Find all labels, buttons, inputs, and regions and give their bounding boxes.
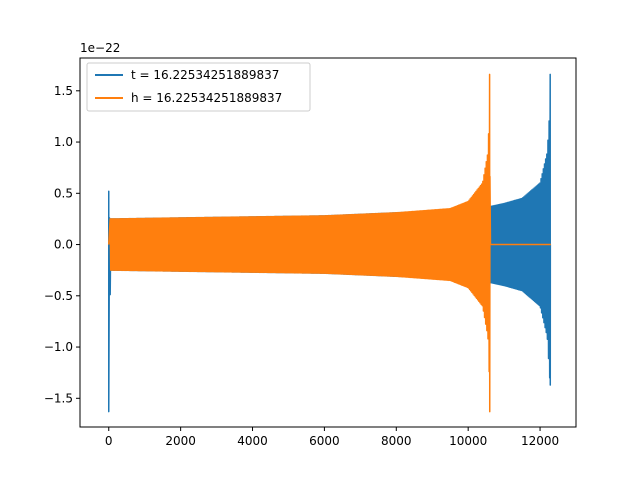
legend-box: [86, 62, 311, 112]
x-tick-label: 8000: [381, 434, 412, 448]
series-layer: [108, 73, 552, 413]
plot-area: [108, 73, 552, 413]
series-line-h: [108, 73, 551, 413]
y-tick-label: 1.0: [54, 135, 73, 149]
x-axis: 0 2000 4000 6000 8000 10000 12000: [105, 427, 559, 448]
x-tick-label: 10000: [449, 434, 487, 448]
x-tick-label: 6000: [309, 434, 340, 448]
y-tick-label: 0.5: [54, 186, 73, 200]
legend-label-t: t = 16.22534251889837: [131, 68, 279, 82]
y-tick-label: 0.0: [54, 238, 73, 252]
legend: t = 16.22534251889837 h = 16.22534251889…: [86, 62, 311, 112]
x-tick-label: 2000: [165, 434, 196, 448]
y-axis: −1.5 −1.0 −0.5 0.0 0.5 1.0 1.5: [44, 84, 80, 405]
x-tick-label: 0: [105, 434, 113, 448]
y-tick-label: −1.0: [44, 340, 73, 354]
x-tick-label: 4000: [237, 434, 268, 448]
y-tick-label: −0.5: [44, 289, 73, 303]
y-tick-label: −1.5: [44, 391, 73, 405]
x-tick-label: 12000: [521, 434, 559, 448]
axes-frame: [79, 57, 577, 428]
y-offset-label: 1e−22: [80, 41, 120, 55]
legend-label-h: h = 16.22534251889837: [131, 91, 282, 105]
y-tick-label: 1.5: [54, 84, 73, 98]
